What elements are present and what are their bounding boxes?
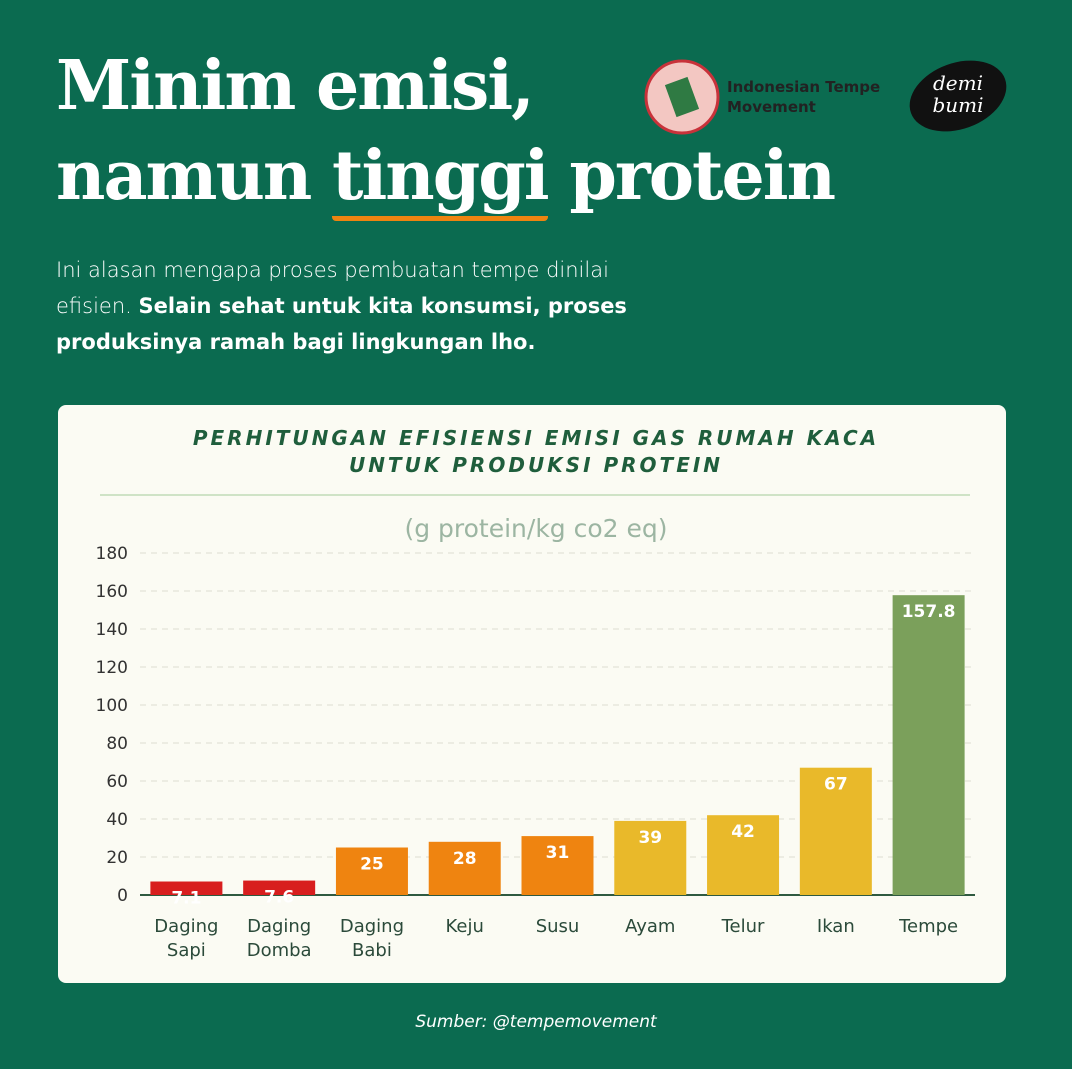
intro-plain: Ini alasan mengapa proses pembuatan temp… xyxy=(56,258,609,318)
value-label: 7.1 xyxy=(171,889,201,909)
x-tick-label: Ikan xyxy=(816,916,855,937)
y-tick-label: 140 xyxy=(96,620,128,640)
value-label: 31 xyxy=(546,843,570,863)
bar xyxy=(707,815,780,895)
x-tick-label: Daging Sapi xyxy=(154,916,219,961)
chart-title: PERHITUNGAN EFISIENSI EMISI GAS RUMAH KA… xyxy=(193,426,879,450)
x-tick-label: Daging Domba xyxy=(246,916,312,961)
brand-leaf xyxy=(909,60,1007,132)
title-highlight: tinggi xyxy=(332,136,550,221)
title-word: protein xyxy=(569,136,836,216)
y-tick-label: 0 xyxy=(117,886,128,906)
chart-title: UNTUK PRODUKSI PROTEIN xyxy=(349,453,723,477)
value-label: 28 xyxy=(453,849,477,869)
x-tick-label: Telur xyxy=(721,916,765,937)
title-word: namun xyxy=(56,136,312,216)
bar xyxy=(799,767,872,895)
value-label: 7.6 xyxy=(264,888,294,908)
logo-text: Indonesian Tempe Movement xyxy=(727,78,881,116)
y-tick-label: 120 xyxy=(96,658,128,678)
value-label: 67 xyxy=(824,775,848,795)
x-tick-label: Susu xyxy=(535,916,580,937)
source: Sumber: @tempemovement xyxy=(415,1012,657,1032)
bar xyxy=(150,881,223,895)
bar xyxy=(335,847,408,895)
bar xyxy=(614,820,687,895)
x-tick-label: Ayam xyxy=(625,916,676,937)
y-tick-label: 80 xyxy=(106,734,128,754)
logos xyxy=(644,59,1007,135)
y-tick-label: 100 xyxy=(96,696,128,716)
y-tick-label: 20 xyxy=(106,848,128,868)
x-tick-label: Tempe xyxy=(899,916,959,937)
brand: demi bumi xyxy=(932,71,984,117)
y-axis-label: (g protein/kg co2 eq) xyxy=(404,514,667,543)
value-label: 42 xyxy=(731,822,755,842)
title-line: namun tinggi protein xyxy=(56,136,836,221)
value-label: 39 xyxy=(638,828,662,848)
y-tick-label: 160 xyxy=(96,582,128,602)
bar xyxy=(521,836,594,895)
intro-bold: Selain sehat untuk kita konsumsi, proses… xyxy=(56,294,627,354)
x-tick-label: Keju xyxy=(445,916,484,937)
bar xyxy=(243,880,316,895)
logo-icon xyxy=(664,76,700,118)
value-label: 157.8 xyxy=(902,602,956,622)
value-label: 25 xyxy=(360,855,384,875)
bar xyxy=(428,841,501,895)
y-tick-label: 60 xyxy=(106,772,128,792)
y-tick-label: 40 xyxy=(106,810,128,830)
y-tick-label: 180 xyxy=(96,544,128,564)
intro: Ini alasan mengapa proses pembuatan temp… xyxy=(56,252,656,360)
x-tick-label: Daging Babi xyxy=(339,916,405,961)
title-line: Minim emisi, xyxy=(56,46,535,126)
bar xyxy=(892,595,965,895)
